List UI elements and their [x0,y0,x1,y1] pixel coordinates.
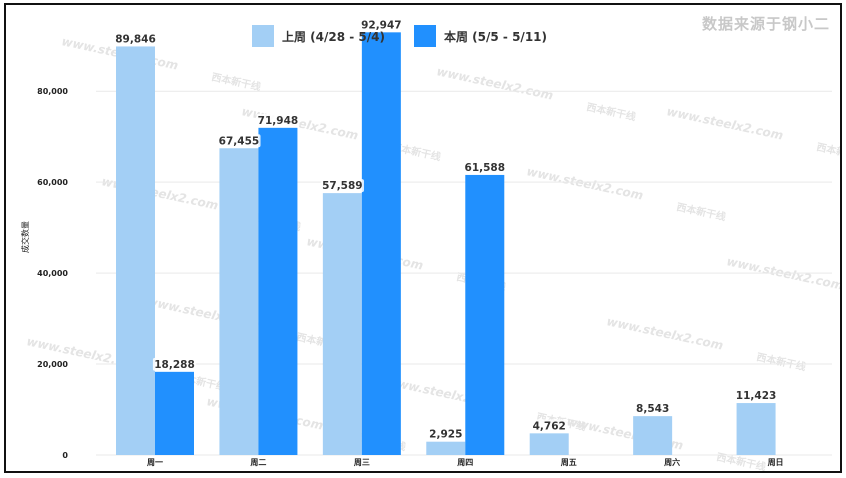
x-tick-label: 周三 [354,458,370,467]
bar-last-week [219,148,259,455]
value-label-bg [152,357,197,371]
watermark-url: www.steelx2.com [435,64,554,102]
watermark-brand: 西本新干线 [210,70,262,93]
y-tick-label: 40,000 [37,269,68,278]
value-label: 11,423 [736,390,777,402]
value-label: 57,589 [322,180,363,192]
value-label-bg [634,402,672,416]
bar-this-week [465,174,505,455]
bar-last-week [529,433,569,455]
x-tick-label: 周六 [664,457,680,467]
y-axis: 0 20,000 40,000 60,000 80,000 [37,87,68,460]
chart-frame: 数据来源于钢小二 www.steelx2.com西本新干线www.steelx2… [4,3,846,473]
bar-chart: www.steelx2.com 西本新干线 www.steelx2.com 西本新干线… [20,18,846,473]
value-label: 4,762 [533,420,566,432]
bar-last-week [633,416,673,455]
x-tick-label: 周二 [250,458,266,467]
watermark-brand: 西本新干线 [675,200,727,223]
y-tick-label: 20,000 [37,360,68,369]
value-label-bg [217,134,261,148]
bar-this-week [258,127,298,456]
bar-last-week [322,193,362,456]
watermark-brand: 西本新干线 [815,140,840,163]
x-tick-label: 周一 [147,458,163,467]
value-label-bg [734,389,778,403]
bars [116,32,776,456]
watermark-url: www.steelx2.com [665,104,784,142]
data-source-label: 数据来源于钢小二 [701,15,830,33]
value-label: 92,947 [361,19,402,31]
value-label: 8,543 [636,403,669,415]
x-tick-label: 周日 [768,458,784,467]
x-axis: 周一 周二 周三 周四 周五 周六 周日 [147,457,784,467]
value-label-bg [256,113,300,127]
watermark-url: www.steelx2.com [605,314,724,352]
value-label: 71,948 [258,115,299,127]
y-tick-label: 80,000 [37,87,68,96]
x-tick-label: 周五 [561,458,577,467]
value-label: 2,925 [429,429,462,441]
legend: 上周 (4/28 - 5/4) 本周 (5/5 - 5/11) [252,25,547,47]
value-label-bg [113,32,158,46]
bar-last-week [736,403,776,455]
value-label-bg [359,18,403,32]
y-axis-title: 成交数量 [20,221,30,253]
bar-last-week [116,46,155,456]
value-label: 18,288 [154,359,195,371]
legend-label: 上周 (4/28 - 5/4) [282,29,385,44]
y-tick-label: 0 [62,451,68,460]
watermark-brand: 西本新干线 [755,350,807,373]
value-label: 89,846 [115,33,156,45]
bar-this-week [155,371,194,455]
bar-this-week [361,32,401,455]
value-label: 61,588 [465,162,506,174]
value-label-bg [530,419,568,433]
value-label-bg [427,427,465,441]
legend-swatch [414,25,436,47]
legend-label: 本周 (5/5 - 5/11) [444,29,547,44]
value-label: 67,455 [219,135,260,147]
value-label-bg [463,160,507,174]
value-labels: 89,846 18,288 67,455 71,948 57,589 92,947 2,92… [113,18,778,441]
x-tick-label: 周四 [457,458,473,467]
watermark-brand: 西本新干线 [585,100,637,123]
y-tick-label: 60,000 [37,178,68,187]
value-label-bg [320,179,364,193]
legend-swatch [252,25,274,47]
watermark-url: www.steelx2.com [525,164,644,202]
bar-last-week [426,441,466,455]
